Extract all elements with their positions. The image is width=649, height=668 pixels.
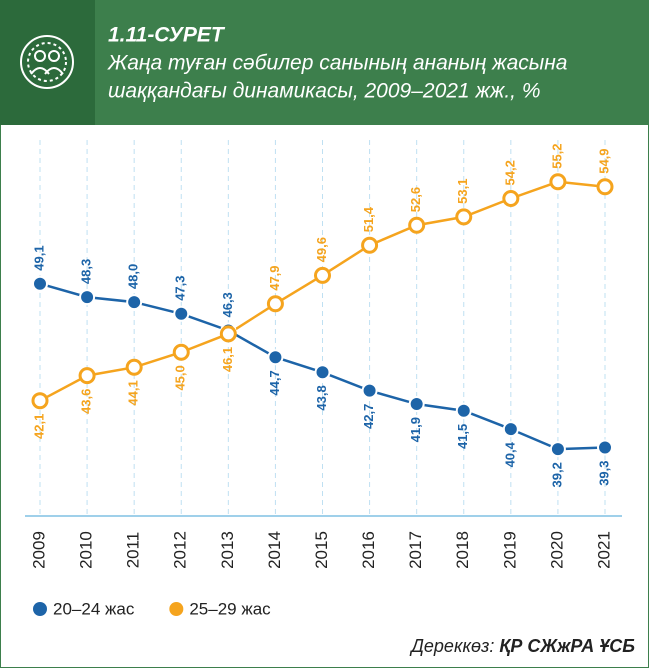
legend-label: 20–24 жас	[53, 599, 135, 618]
data-label: 46,1	[220, 347, 235, 372]
x-tick-label: 2016	[359, 531, 378, 569]
point	[549, 173, 567, 191]
point	[596, 178, 614, 196]
title-line: Жаңа туған сәбилер санының ананың жасына	[107, 52, 567, 75]
point	[126, 294, 143, 311]
point	[172, 343, 190, 361]
point	[597, 439, 613, 456]
data-label: 39,3	[596, 460, 611, 485]
data-label: 46,3	[220, 292, 235, 317]
data-label: 52,6	[408, 187, 423, 212]
legend-marker	[33, 602, 47, 616]
point	[219, 325, 237, 343]
point	[267, 349, 284, 366]
point	[173, 305, 190, 322]
data-label: 48,0	[126, 264, 141, 289]
point	[125, 358, 143, 376]
x-tick-label: 2019	[500, 531, 519, 569]
data-label: 49,1	[31, 245, 46, 270]
point	[32, 275, 48, 292]
point	[502, 189, 520, 207]
point	[549, 441, 566, 458]
point	[455, 402, 472, 419]
data-label: 44,7	[267, 370, 282, 395]
data-label: 45,0	[173, 365, 188, 390]
data-label: 42,7	[361, 404, 376, 429]
x-tick-label: 2017	[406, 531, 425, 569]
data-label: 47,3	[173, 275, 188, 300]
point	[79, 289, 96, 306]
x-tick-label: 2012	[171, 531, 190, 569]
figure-label: 1.11-СУРЕТ	[108, 24, 226, 47]
data-label: 39,2	[549, 462, 564, 487]
point	[314, 364, 331, 381]
header-band	[0, 0, 649, 125]
point	[502, 421, 519, 438]
x-tick-label: 2018	[453, 531, 472, 569]
source-org: ҚР СЖжРА ҰСБ	[499, 636, 635, 656]
data-label: 42,1	[31, 414, 46, 439]
point	[361, 236, 379, 254]
x-tick-label: 2011	[124, 532, 143, 569]
icon	[20, 35, 74, 89]
data-label: 55,2	[549, 143, 564, 168]
x-tick-label: 2020	[547, 531, 566, 569]
x-tick-label: 2009	[29, 531, 48, 569]
source: Дереккөз: ҚР СЖжРА ҰСБ	[409, 636, 635, 656]
data-label: 41,9	[408, 417, 423, 442]
point	[408, 216, 426, 234]
icon-box	[0, 0, 95, 125]
data-label: 53,1	[455, 179, 470, 204]
x-tick-label: 2021	[594, 531, 613, 569]
data-label: 43,6	[79, 389, 94, 414]
data-label: 49,6	[314, 237, 329, 262]
data-label: 44,1	[126, 380, 141, 405]
x-tick-label: 2010	[77, 531, 96, 569]
x-tick-label: 2015	[312, 531, 331, 569]
data-label: 41,5	[455, 424, 470, 449]
point	[31, 392, 49, 410]
data-label: 48,3	[79, 259, 94, 284]
data-label: 54,2	[502, 160, 517, 185]
data-label: 40,4	[502, 441, 517, 467]
point	[314, 266, 331, 284]
point	[78, 367, 96, 385]
data-label: 47,9	[267, 265, 282, 290]
point	[455, 208, 473, 226]
data-label: 51,4	[361, 206, 376, 232]
x-tick-label: 2013	[218, 531, 237, 569]
point	[266, 295, 284, 313]
legend-marker	[169, 602, 184, 616]
source-label: Дереккөз:	[409, 636, 494, 656]
data-label: 43,8	[314, 385, 329, 410]
point	[408, 396, 425, 413]
data-label: 54,9	[596, 148, 611, 173]
x-tick-label: 2014	[265, 531, 284, 569]
legend-label: 25–29 жас	[189, 599, 271, 618]
title-line: шаққандағы динамикасы, 2009–2021 жж., %	[108, 80, 541, 103]
point	[361, 382, 378, 399]
